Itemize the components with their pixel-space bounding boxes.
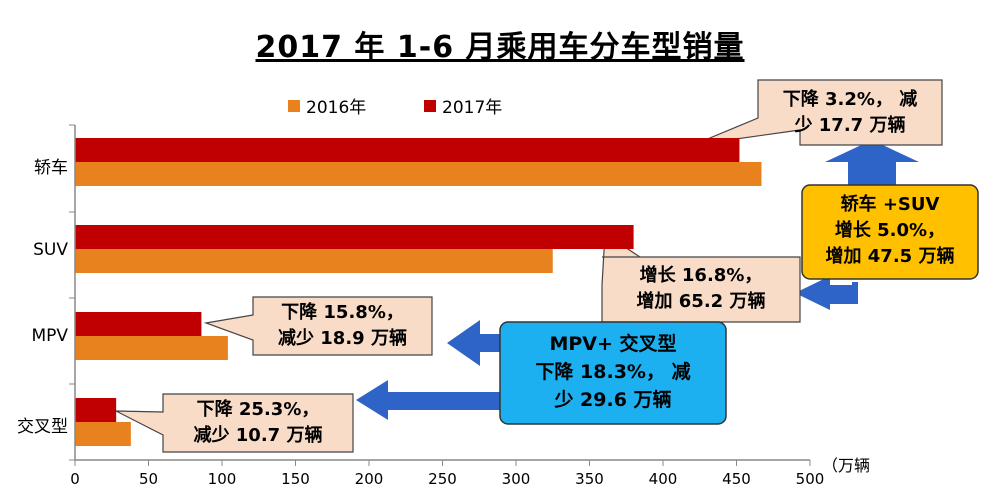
bubble-sedan bbox=[692, 79, 943, 146]
legend-2017: 2017年 bbox=[424, 93, 502, 118]
callout-mpv-crossover-line1: MPV+ 交叉型 bbox=[549, 333, 677, 355]
arrow-left-mpv bbox=[447, 320, 528, 366]
category-label-mpv: MPV bbox=[31, 326, 68, 346]
bar-crossover-2016 bbox=[75, 422, 131, 446]
bar-mpv-2017 bbox=[75, 312, 202, 336]
callout-crossover-line2: 减少 10.7 万辆 bbox=[193, 425, 323, 446]
callout-sedan-suv-line2: 增长 5.0%， bbox=[834, 220, 946, 241]
x-tick-label: 100 bbox=[207, 470, 237, 488]
callout-suv-line1: 增长 16.8%， bbox=[639, 265, 763, 286]
legend-2016: 2016年 bbox=[288, 93, 366, 118]
bar-sedan-2017 bbox=[75, 138, 740, 162]
category-label-crossover: 交叉型 bbox=[17, 417, 68, 437]
x-axis-unit: （万辆 bbox=[822, 456, 871, 475]
arrow-up-sedan-suv bbox=[825, 140, 919, 185]
callout-sedan-line1: 下降 3.2%， 减 bbox=[782, 89, 918, 110]
x-axis bbox=[69, 124, 811, 466]
legend-label-2017: 2017年 bbox=[442, 98, 503, 118]
callout-crossover-line1: 下降 25.3%， bbox=[196, 399, 320, 420]
callout-mpv-line1: 下降 15.8%， bbox=[281, 302, 404, 323]
callout-sedan-suv-line1: 轿车 +SUV bbox=[840, 194, 940, 215]
chart-title: 2017 年 1-6 月乘用车分车型销量 bbox=[255, 30, 745, 65]
arrow-left-crossover bbox=[356, 380, 530, 420]
x-tick-label: 200 bbox=[354, 470, 384, 488]
bar-crossover-2017 bbox=[75, 398, 117, 422]
x-tick-label: 50 bbox=[138, 470, 159, 488]
x-tick-label: 400 bbox=[648, 470, 678, 488]
callout-sedan-line2: 少 17.7 万辆 bbox=[794, 115, 906, 136]
bubble-mpv bbox=[203, 296, 433, 356]
callout-crossover: 下降 25.3%， 减少 10.7 万辆 bbox=[165, 397, 351, 449]
x-tick-label: 150 bbox=[281, 470, 310, 488]
x-tick-label: 350 bbox=[575, 470, 604, 488]
callout-sedan-suv: 轿车 +SUV 增长 5.0%， 增加 47.5 万辆 bbox=[804, 192, 976, 270]
callout-suv-line2: 增加 65.2 万辆 bbox=[636, 291, 766, 312]
callout-mpv-crossover-line3: 少 29.6 万辆 bbox=[554, 389, 672, 411]
bar-suv-2016 bbox=[75, 249, 553, 273]
x-tick-label: 300 bbox=[501, 470, 531, 488]
callout-mpv-crossover: MPV+ 交叉型 下降 18.3%， 减 少 29.6 万辆 bbox=[502, 330, 724, 414]
category-label-suv: SUV bbox=[33, 240, 68, 260]
x-tick-label: 450 bbox=[722, 470, 751, 488]
bar-suv-2017 bbox=[75, 225, 634, 249]
legend-swatch-2017 bbox=[424, 99, 436, 112]
callout-mpv-line2: 减少 18.9 万辆 bbox=[278, 328, 407, 349]
callout-sedan-suv-line3: 增加 47.5 万辆 bbox=[825, 246, 955, 267]
bubble-suv bbox=[601, 232, 801, 323]
callout-mpv-crossover-line2: 下降 18.3%， 减 bbox=[535, 361, 691, 383]
bars-layer bbox=[75, 138, 762, 446]
bar-sedan-2016 bbox=[75, 162, 762, 186]
callout-shapes bbox=[115, 79, 979, 453]
box-mpv-crossover bbox=[499, 321, 727, 425]
bar-mpv-2016 bbox=[75, 336, 228, 360]
legend-label-2016: 2016年 bbox=[306, 98, 367, 118]
bubble-crossover bbox=[115, 393, 354, 453]
callout-mpv: 下降 15.8%， 减少 18.9 万辆 bbox=[255, 300, 430, 352]
category-label-sedan: 轿车 bbox=[34, 158, 68, 178]
x-tick-label: 250 bbox=[428, 470, 457, 488]
arrow-left-suv bbox=[795, 276, 858, 310]
callout-sedan: 下降 3.2%， 减 少 17.7 万辆 bbox=[760, 87, 940, 139]
callout-suv: 增长 16.8%， 增加 65.2 万辆 bbox=[604, 263, 798, 315]
box-sedan-suv bbox=[801, 184, 979, 280]
x-tick-label: 0 bbox=[70, 470, 80, 488]
legend-swatch-2016 bbox=[288, 99, 300, 112]
x-tick-label: 500 bbox=[795, 470, 825, 488]
